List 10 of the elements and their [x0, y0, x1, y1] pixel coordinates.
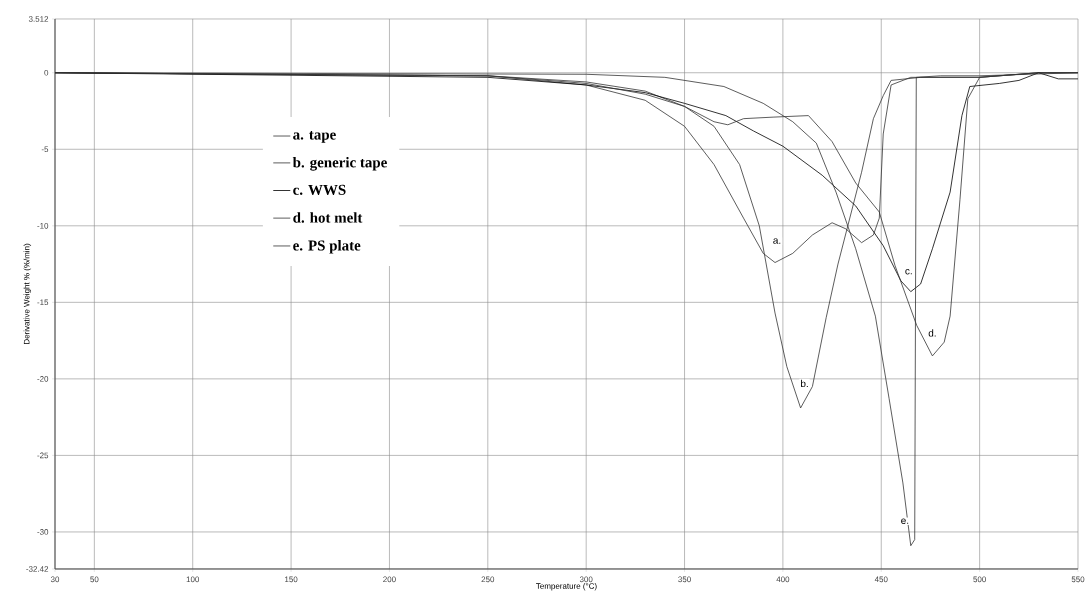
annotation: c. [905, 269, 912, 275]
annotation: d. [928, 329, 936, 337]
annotation: e. [901, 518, 909, 524]
legend-label: b. generic tape [292, 156, 387, 171]
legend-label: a. tape [293, 131, 336, 143]
annotation: b. [801, 379, 808, 388]
legend-label: c. WWS [293, 184, 346, 195]
legend-label: d. hot melt [293, 212, 363, 223]
annotation: a. [773, 238, 781, 244]
legend-label: e. PS plate [293, 240, 361, 254]
